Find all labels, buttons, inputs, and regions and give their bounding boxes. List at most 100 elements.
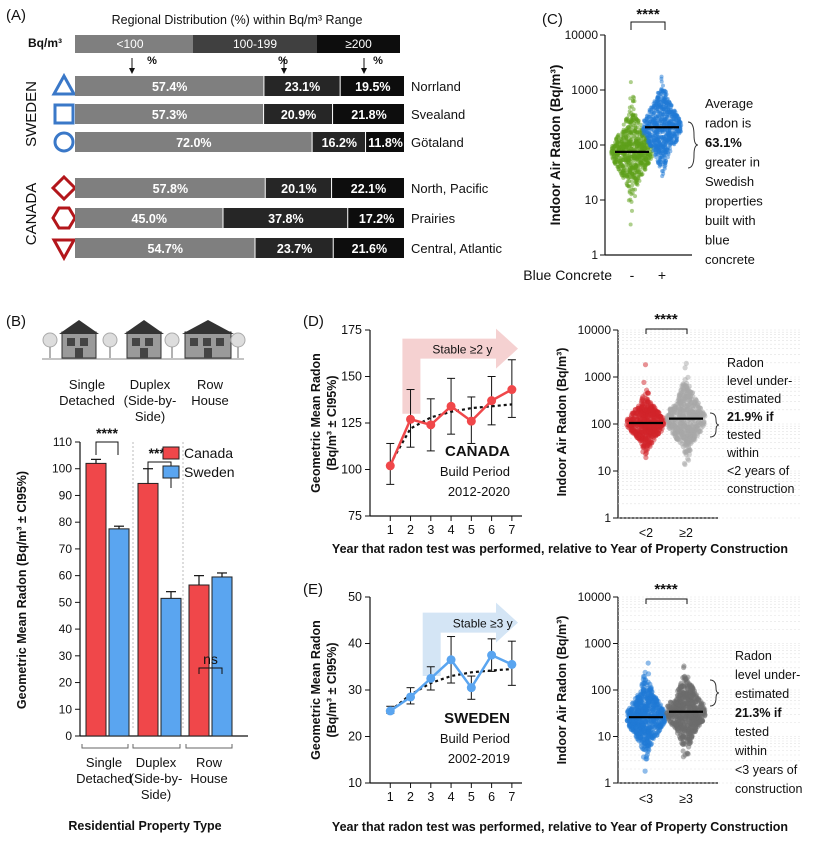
region-label: Götaland xyxy=(411,135,464,150)
y-axis-label: Indoor Air Radon (Bq/m³) xyxy=(555,348,569,497)
scatter-point xyxy=(616,132,621,137)
scatter-point xyxy=(611,143,616,148)
scatter-point xyxy=(688,693,694,700)
scatter-point xyxy=(659,74,664,79)
y-tick-label: 1000 xyxy=(584,370,611,384)
scatter-point xyxy=(634,701,640,708)
percent-marker: % xyxy=(373,55,383,67)
arrow-head xyxy=(361,68,367,74)
scatter-point xyxy=(632,132,637,137)
scatter-point xyxy=(646,696,652,702)
legend-label: Canada xyxy=(184,445,233,461)
x-tick-label: ≥2 xyxy=(679,526,693,540)
panel-c-label: (C) xyxy=(542,11,563,28)
legend-label: Sweden xyxy=(184,464,235,480)
segment-label: 57.3% xyxy=(152,108,187,122)
scatter-point xyxy=(623,168,628,173)
scatter-point xyxy=(640,172,645,177)
scatter-point xyxy=(685,703,691,709)
scatter-point xyxy=(657,102,662,107)
note-line: built with xyxy=(705,213,756,228)
scatter-point xyxy=(662,164,667,169)
scatter-point xyxy=(677,423,683,429)
scatter-point xyxy=(636,153,641,158)
scatter-point xyxy=(629,110,634,115)
scatter-point xyxy=(656,427,662,433)
y-axis-label: (Bq/m³ ± CI95%) xyxy=(325,642,339,737)
range-header-label: 100-199 xyxy=(233,37,277,51)
bar-sweden xyxy=(108,528,130,737)
data-point xyxy=(385,706,395,716)
y-tick-label: 10 xyxy=(59,702,73,716)
scatter-point xyxy=(610,155,615,160)
panel-a-label: (A) xyxy=(6,7,26,24)
segment-label: 20.1% xyxy=(281,182,316,196)
house-type-label: Single xyxy=(69,377,105,392)
square-icon xyxy=(53,103,75,125)
significance-bracket xyxy=(198,667,223,674)
x-tick-label: 2 xyxy=(407,790,414,804)
y-tick-label: 1 xyxy=(604,776,611,790)
category-bracket xyxy=(185,744,233,749)
note-line: <2 years of xyxy=(727,464,790,478)
scatter-point xyxy=(649,735,655,741)
scatter-point xyxy=(654,143,659,148)
scatter-point xyxy=(666,136,671,141)
scatter-point xyxy=(651,417,657,423)
note-line: Radon xyxy=(735,649,772,663)
country-label: CANADA xyxy=(23,183,40,246)
roof-icon xyxy=(124,320,164,334)
scatter-point xyxy=(685,457,692,463)
x-tick-label: 7 xyxy=(508,523,515,537)
scatter-point xyxy=(693,705,699,711)
scatter-point xyxy=(619,139,624,144)
scatter-point xyxy=(698,420,704,426)
scatter-point xyxy=(683,678,689,684)
panel-c-points xyxy=(609,74,684,227)
range-header-label: <100 xyxy=(116,37,143,51)
bar-canada xyxy=(85,462,107,737)
panel-a-title: Regional Distribution (%) within Bq/m³ R… xyxy=(112,13,363,27)
scatter-point xyxy=(643,154,648,159)
scatter-point xyxy=(621,132,626,137)
category-bracket xyxy=(132,744,181,749)
scatter-point xyxy=(628,161,633,166)
scatter-point xyxy=(649,143,654,148)
y-tick-label: 125 xyxy=(341,416,362,430)
y-tick-label: 150 xyxy=(341,370,362,384)
window-icon xyxy=(216,338,224,346)
house-type-label: House xyxy=(191,393,229,408)
scatter-point xyxy=(619,159,624,164)
scatter-point xyxy=(664,710,670,716)
x-tick-label: ≥3 xyxy=(679,792,693,806)
scatter-point xyxy=(640,722,646,729)
scatter-point xyxy=(662,88,667,93)
stable-label: Stable ≥3 y xyxy=(453,617,513,631)
scatter-point xyxy=(613,140,618,145)
stable-arrow xyxy=(402,328,518,414)
scatter-point xyxy=(635,405,642,411)
scatter-point xyxy=(690,436,697,443)
scatter-point xyxy=(675,436,681,443)
scatter-point xyxy=(657,118,662,123)
segment-label: 20.9% xyxy=(281,108,316,122)
scatter-point xyxy=(665,147,670,152)
scatter-point xyxy=(665,422,671,428)
y-axis-label: Geometric Mean Radon xyxy=(309,353,323,493)
legend-swatch-sweden xyxy=(162,465,180,479)
scatter-point xyxy=(652,110,657,115)
note-line: level under- xyxy=(727,374,792,388)
data-point xyxy=(466,683,476,693)
scatter-point xyxy=(629,426,635,433)
scatter-point xyxy=(657,109,662,114)
significance-bracket xyxy=(95,441,119,455)
scatter-point xyxy=(645,660,651,666)
scatter-point xyxy=(627,105,632,110)
y-axis-label: Geometric Mean Radon (Bq/m³ ± CI95%) xyxy=(15,471,29,709)
scatter-point xyxy=(626,717,632,723)
scatter-point xyxy=(699,718,706,724)
scatter-point xyxy=(652,711,658,717)
scatter-point xyxy=(645,390,652,396)
scatter-point xyxy=(695,409,702,415)
scatter-point xyxy=(630,171,635,176)
